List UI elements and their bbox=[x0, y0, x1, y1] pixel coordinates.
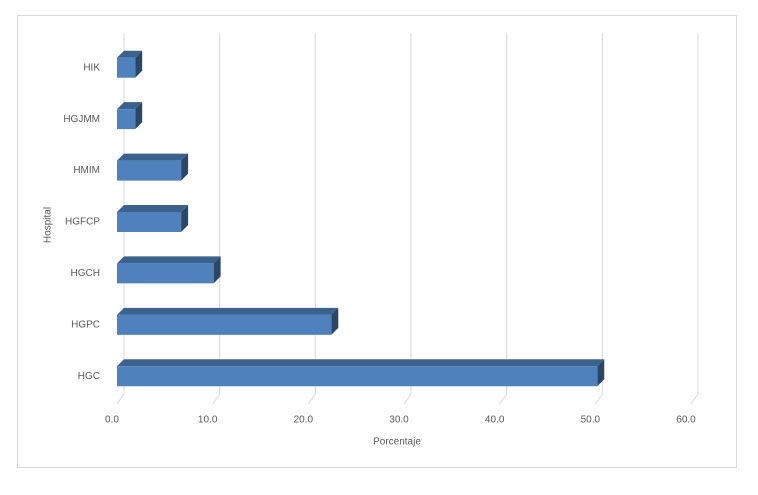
bar bbox=[117, 153, 189, 181]
grid-line bbox=[116, 33, 125, 405]
grid-line bbox=[690, 33, 699, 405]
bar-face bbox=[117, 57, 136, 78]
x-axis-title: Porcentaje bbox=[373, 437, 421, 448]
bar bbox=[117, 359, 605, 387]
bar-face bbox=[117, 366, 598, 387]
y-tick-label: HIK bbox=[83, 62, 100, 73]
bar-face bbox=[117, 359, 605, 367]
bar-face bbox=[117, 256, 221, 264]
x-tick-label: 30.0 bbox=[389, 415, 409, 426]
bar-face bbox=[597, 359, 605, 387]
x-tick-label: 50.0 bbox=[581, 415, 601, 426]
bar bbox=[117, 50, 143, 78]
grid-line bbox=[212, 33, 221, 405]
bar-face bbox=[135, 50, 143, 78]
y-tick-label: HGCH bbox=[71, 268, 100, 279]
x-tick-label: 10.0 bbox=[198, 415, 218, 426]
bar-face bbox=[117, 102, 143, 110]
x-tick-label: 20.0 bbox=[294, 415, 314, 426]
bar-face bbox=[117, 205, 189, 212]
y-tick-label: HMIM bbox=[73, 165, 100, 176]
grid-line bbox=[499, 33, 508, 405]
y-tick-label: HGC bbox=[78, 371, 100, 382]
bar-face bbox=[117, 307, 339, 315]
y-tick-label: HGFCP bbox=[65, 217, 100, 228]
grid-line bbox=[307, 33, 316, 405]
bar-face bbox=[117, 212, 182, 232]
bar-face bbox=[117, 314, 332, 335]
bar-face bbox=[181, 153, 189, 181]
bar-face bbox=[117, 153, 189, 161]
y-tick-label: HGPC bbox=[71, 319, 100, 330]
bar-face bbox=[117, 50, 143, 58]
grid-line bbox=[594, 33, 603, 405]
x-tick-label: 40.0 bbox=[485, 415, 505, 426]
bar bbox=[117, 256, 221, 284]
bar-face bbox=[181, 205, 189, 232]
bar-face bbox=[213, 256, 221, 284]
bar bbox=[117, 102, 143, 130]
bar-face bbox=[331, 307, 339, 335]
bar-face bbox=[135, 102, 143, 130]
bar-face bbox=[117, 263, 214, 284]
chart-border bbox=[17, 15, 737, 468]
bar-face bbox=[117, 160, 182, 181]
bar-face bbox=[117, 109, 136, 130]
y-tick-label: HGJMM bbox=[63, 114, 100, 125]
x-tick-label: 0.0 bbox=[105, 415, 119, 426]
bar bbox=[117, 307, 339, 335]
bar bbox=[117, 205, 189, 232]
x-tick-label: 60.0 bbox=[676, 415, 696, 426]
grid-line bbox=[403, 33, 412, 405]
y-axis-title: Hospital bbox=[43, 207, 54, 243]
